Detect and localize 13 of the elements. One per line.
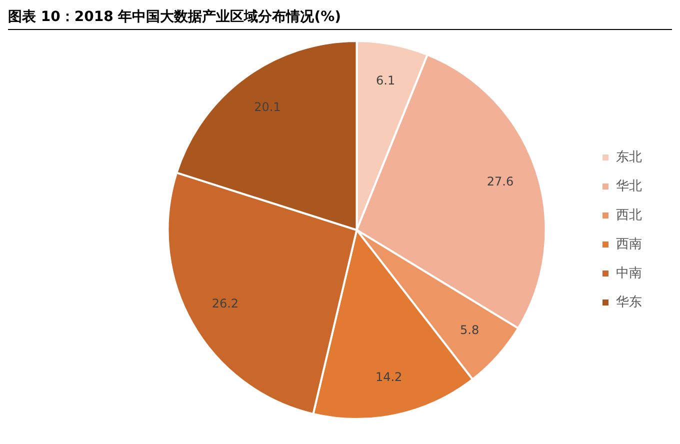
data-label: 26.2 [212, 296, 239, 311]
legend-label: 西南 [616, 236, 642, 252]
data-label: 20.1 [254, 100, 281, 114]
data-label: 14.2 [375, 370, 402, 384]
data-label: 6.1 [376, 74, 396, 88]
legend-label: 西北 [616, 208, 642, 223]
legend-label: 华东 [616, 294, 642, 310]
data-label: 5.8 [460, 322, 480, 337]
legend-label: 东北 [616, 150, 642, 165]
chart-title: 图表 10：2018 年中国大数据产业区域分布情况(%) [8, 8, 672, 30]
data-label: 27.6 [486, 174, 514, 188]
legend-label: 中南 [616, 266, 642, 281]
legend-label: 华北 [616, 178, 642, 194]
